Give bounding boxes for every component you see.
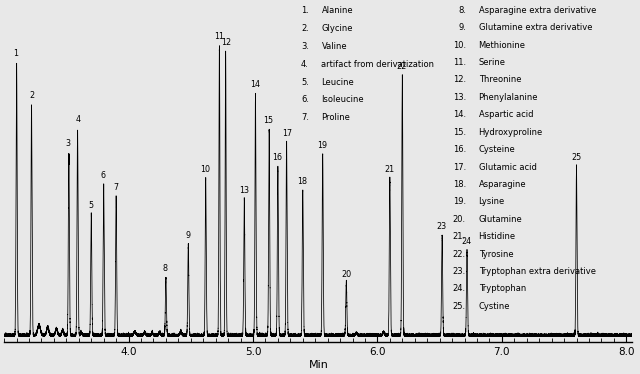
Text: Methionine: Methionine <box>479 41 525 50</box>
Text: 5: 5 <box>88 201 93 210</box>
Text: 4.: 4. <box>301 59 309 68</box>
Text: 7: 7 <box>113 183 118 192</box>
Text: 8: 8 <box>163 264 168 273</box>
Text: 10: 10 <box>200 165 210 174</box>
Text: 13.: 13. <box>452 93 466 102</box>
Text: 9: 9 <box>185 231 190 240</box>
Text: 2: 2 <box>29 91 34 100</box>
Text: 12: 12 <box>221 38 232 47</box>
Text: Phenylalanine: Phenylalanine <box>479 93 538 102</box>
Text: 3.: 3. <box>301 42 309 51</box>
Text: Asparagine: Asparagine <box>479 180 526 189</box>
X-axis label: Min: Min <box>308 360 328 370</box>
Text: Alanine: Alanine <box>321 6 353 15</box>
Text: 6.: 6. <box>301 95 309 104</box>
Text: Cysteine: Cysteine <box>479 145 515 154</box>
Text: 23.: 23. <box>452 267 466 276</box>
Text: 2.: 2. <box>301 24 309 33</box>
Text: Glycine: Glycine <box>321 24 353 33</box>
Text: Glutamine: Glutamine <box>479 215 522 224</box>
Text: Isoleucine: Isoleucine <box>321 95 364 104</box>
Text: 22: 22 <box>397 62 407 71</box>
Text: 18: 18 <box>298 177 307 186</box>
Text: Tryptophan: Tryptophan <box>479 284 526 293</box>
Text: 17: 17 <box>282 129 292 138</box>
Text: 18.: 18. <box>452 180 466 189</box>
Text: Valine: Valine <box>321 42 347 51</box>
Text: 20.: 20. <box>453 215 466 224</box>
Text: 24: 24 <box>461 237 472 246</box>
Text: Serine: Serine <box>479 58 506 67</box>
Text: 11.: 11. <box>453 58 466 67</box>
Text: Tyrosine: Tyrosine <box>479 249 513 258</box>
Text: 15: 15 <box>264 116 274 126</box>
Text: 6: 6 <box>100 171 106 180</box>
Text: Asparagine extra derivative: Asparagine extra derivative <box>479 6 596 15</box>
Text: 13: 13 <box>239 186 249 195</box>
Text: Aspartic acid: Aspartic acid <box>479 110 533 119</box>
Text: 19: 19 <box>317 141 327 150</box>
Text: 16.: 16. <box>452 145 466 154</box>
Text: Tryptophan extra derivative: Tryptophan extra derivative <box>479 267 596 276</box>
Text: Histidine: Histidine <box>479 232 516 241</box>
Text: 7.: 7. <box>301 113 309 122</box>
Text: 3: 3 <box>66 140 71 148</box>
Text: 23: 23 <box>436 222 447 231</box>
Text: Proline: Proline <box>321 113 350 122</box>
Text: 21: 21 <box>384 165 394 174</box>
Text: 9.: 9. <box>458 23 466 32</box>
Text: 10.: 10. <box>453 41 466 50</box>
Text: 8.: 8. <box>458 6 466 15</box>
Text: 14: 14 <box>250 80 260 89</box>
Text: Lysine: Lysine <box>479 197 505 206</box>
Text: 1: 1 <box>13 49 19 58</box>
Text: 14.: 14. <box>453 110 466 119</box>
Text: 22.: 22. <box>453 249 466 258</box>
Text: 19.: 19. <box>453 197 466 206</box>
Text: 25: 25 <box>571 153 581 162</box>
Text: Glutamine extra derivative: Glutamine extra derivative <box>479 23 592 32</box>
Text: 16: 16 <box>272 153 282 162</box>
Text: 21.: 21. <box>453 232 466 241</box>
Text: 12.: 12. <box>453 76 466 85</box>
Text: 25.: 25. <box>453 302 466 311</box>
Text: Leucine: Leucine <box>321 77 354 86</box>
Text: 1.: 1. <box>301 6 309 15</box>
Text: Threonine: Threonine <box>479 76 521 85</box>
Text: 20: 20 <box>341 270 351 279</box>
Text: 4: 4 <box>76 115 81 124</box>
Text: Hydroxyproline: Hydroxyproline <box>479 128 543 137</box>
Text: 5.: 5. <box>301 77 309 86</box>
Text: Cystine: Cystine <box>479 302 510 311</box>
Text: 24.: 24. <box>453 284 466 293</box>
Text: 17.: 17. <box>452 163 466 172</box>
Text: artifact from derivatization: artifact from derivatization <box>321 59 435 68</box>
Text: 11: 11 <box>214 32 223 41</box>
Text: 15.: 15. <box>453 128 466 137</box>
Text: Glutamic acid: Glutamic acid <box>479 163 536 172</box>
